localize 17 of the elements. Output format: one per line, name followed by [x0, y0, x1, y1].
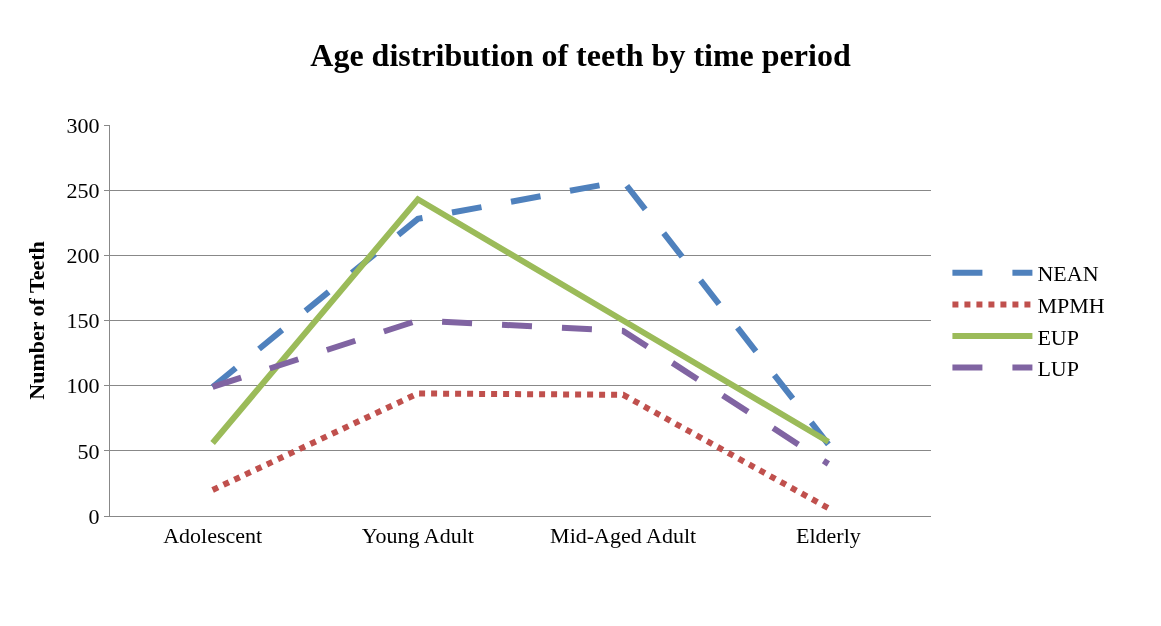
x-tick-label: Young Adult [361, 523, 474, 549]
y-tick-label: 50 [77, 438, 100, 464]
x-tick-label: Adolescent [163, 523, 263, 549]
y-tick-label: 200 [66, 243, 100, 269]
y-tick-label: 150 [66, 308, 100, 334]
y-tick-label: 0 [88, 503, 100, 529]
y-axis-title: Number of Teeth [24, 241, 50, 400]
y-tick-label: 100 [66, 373, 100, 399]
y-tick-label: 300 [66, 112, 100, 138]
y-tick-label: 250 [66, 177, 100, 203]
legend-label: MPMH [1037, 292, 1105, 318]
chart-title: Age distribution of teeth by time period [310, 37, 851, 74]
legend-label: EUP [1037, 324, 1079, 350]
legend-label: NEAN [1037, 261, 1099, 287]
x-tick-label: Elderly [796, 523, 861, 549]
x-tick-label: Mid-Aged Adult [550, 523, 697, 549]
legend-label: LUP [1037, 356, 1079, 382]
